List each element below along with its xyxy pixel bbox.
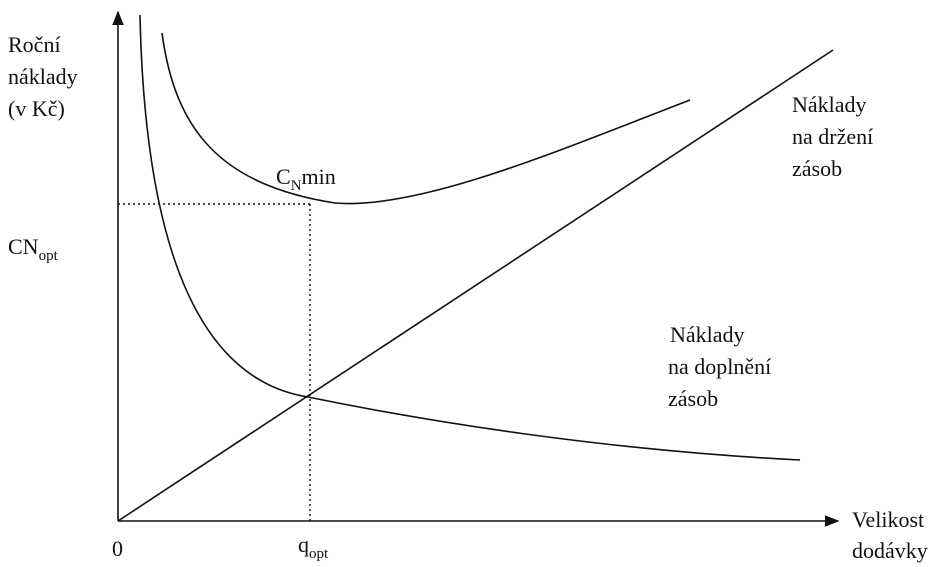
y-axis-label-line: náklady — [8, 64, 78, 89]
cn-min-base: C — [276, 164, 291, 189]
cn-opt-sub: opt — [39, 248, 59, 264]
cn-min-sub: N — [291, 178, 302, 194]
cn-opt-base: CN — [8, 234, 39, 259]
q-opt-sub: opt — [309, 546, 329, 562]
x-axis-label-line: dodávky — [852, 538, 928, 563]
q-opt-label: qopt — [298, 532, 329, 562]
y-axis-label-line: Roční — [8, 32, 61, 57]
cn-min-suffix: min — [302, 164, 336, 189]
ordering-cost-label-line: zásob — [668, 386, 718, 411]
x-axis-label-line: Velikost — [852, 507, 924, 532]
ordering-cost-curve — [139, 14, 801, 461]
origin-label: 0 — [112, 536, 123, 561]
ordering-cost-label-line: Náklady — [670, 322, 745, 347]
holding-cost-label-line: zásob — [792, 156, 842, 181]
q-opt-base: q — [298, 532, 309, 557]
ordering-cost-label-line: na doplnění — [668, 354, 771, 379]
holding-cost-label-line: na držení — [792, 124, 873, 149]
cn-opt-label: CNopt — [8, 234, 59, 264]
cn-min-label: CNmin — [276, 164, 336, 194]
holding-cost-label-line: Náklady — [792, 92, 867, 117]
total-cost-curve — [161, 32, 691, 205]
holding-cost-line — [117, 49, 834, 522]
y-axis-label-line: (v Kč) — [8, 96, 65, 121]
